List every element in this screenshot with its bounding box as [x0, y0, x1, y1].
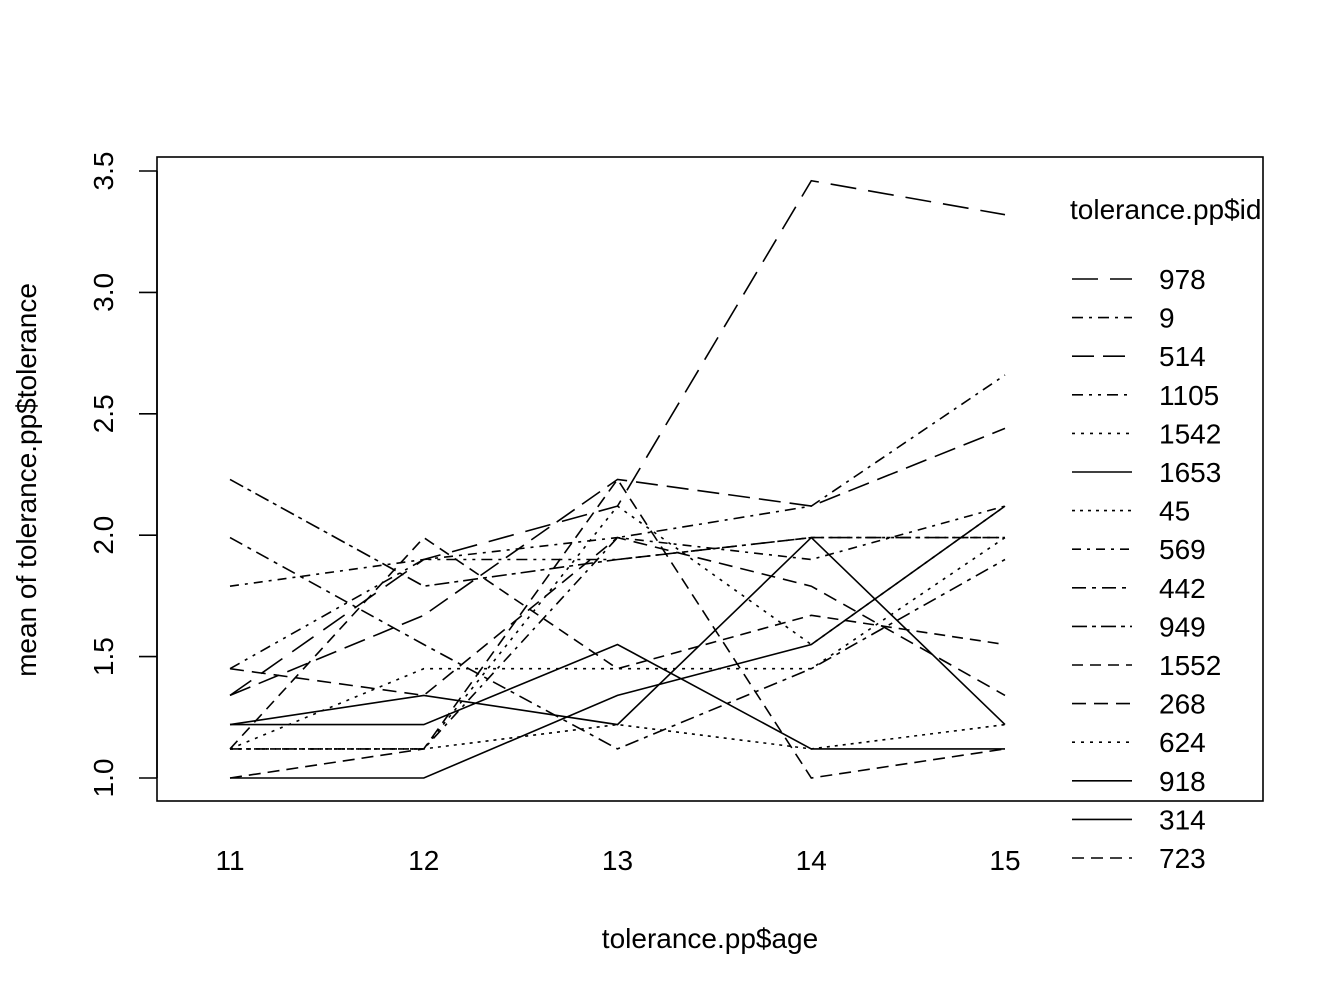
legend-item-723: 723 [1072, 843, 1206, 874]
legend-title: tolerance.pp$id [1070, 194, 1261, 225]
series-line-918 [229, 536, 1006, 726]
series-line-45 [230, 723, 1006, 750]
legend-item-1542: 1542 [1072, 418, 1221, 449]
legend-item-9: 9 [1072, 303, 1175, 334]
y-tick-label: 1.5 [88, 637, 119, 676]
legend-label: 9 [1159, 303, 1175, 334]
legend-label: 442 [1159, 573, 1206, 604]
legend-item-1552: 1552 [1072, 650, 1221, 681]
legend-label: 624 [1159, 727, 1206, 758]
legend-item-514: 514 [1072, 341, 1206, 372]
legend-item-949: 949 [1072, 611, 1206, 642]
x-tick-label: 15 [989, 845, 1020, 876]
y-tick-label: 3.5 [88, 152, 119, 191]
legend: tolerance.pp$id 978 9 514 1105 1542 1653 45 569… [1070, 194, 1261, 874]
legend-label: 45 [1159, 496, 1190, 527]
series-line-1653 [230, 643, 1005, 750]
legend-item-978: 978 [1072, 264, 1206, 295]
y-axis-label: mean of tolerance.pp$tolerance [11, 283, 42, 677]
legend-item-268: 268 [1072, 689, 1206, 720]
legend-item-45: 45 [1072, 496, 1190, 527]
series-layer [229, 179, 1006, 779]
legend-label: 1105 [1159, 380, 1219, 411]
x-tick-label: 14 [796, 845, 827, 876]
legend-item-442: 442 [1072, 573, 1206, 604]
x-axis: 11 12 13 14 15 [215, 845, 1020, 876]
x-tick-label: 13 [602, 845, 633, 876]
series-line-949 [229, 478, 1005, 588]
legend-label: 569 [1159, 534, 1206, 565]
legend-item-314: 314 [1072, 804, 1206, 835]
x-axis-label: tolerance.pp$age [602, 923, 818, 954]
legend-item-1105: 1105 [1072, 380, 1219, 411]
legend-label: 314 [1159, 804, 1206, 835]
legend-label: 514 [1159, 341, 1206, 372]
legend-item-569: 569 [1072, 534, 1206, 565]
x-tick-label: 11 [215, 845, 244, 876]
series-line-314 [230, 505, 1006, 779]
x-tick-label: 12 [408, 845, 439, 876]
legend-label: 1653 [1159, 457, 1221, 488]
legend-label: 978 [1159, 264, 1206, 295]
y-tick-label: 2.0 [88, 516, 119, 555]
legend-label: 1542 [1159, 418, 1221, 449]
legend-label: 268 [1159, 689, 1206, 720]
y-axis: 1.0 1.5 2.0 2.5 3.0 3.5 [88, 152, 158, 798]
legend-label: 1552 [1159, 650, 1221, 681]
series-line-1542 [229, 536, 1006, 750]
legend-item-624: 624 [1072, 727, 1206, 758]
y-tick-label: 1.0 [88, 759, 119, 798]
legend-item-918: 918 [1072, 766, 1206, 797]
y-tick-label: 2.5 [88, 394, 119, 433]
series-line-514 [229, 427, 1006, 697]
series-line-9 [230, 374, 1006, 750]
series-line-268 [229, 536, 1006, 697]
legend-label: 723 [1159, 843, 1206, 874]
y-tick-label: 3.0 [88, 273, 119, 312]
legend-item-1653: 1653 [1072, 457, 1221, 488]
series-line-442 [229, 536, 1006, 750]
legend-label: 949 [1159, 611, 1206, 642]
legend-label: 918 [1159, 766, 1206, 797]
